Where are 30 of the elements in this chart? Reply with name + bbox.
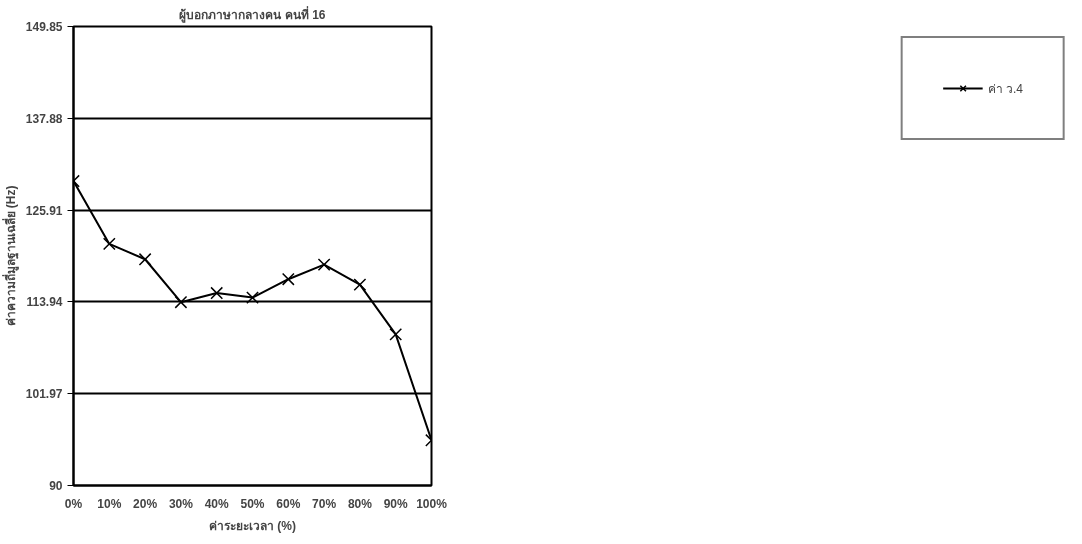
- point: [281, 272, 295, 286]
- x-tick-label: 50%: [240, 496, 265, 511]
- x-axis-title: ค่าระยะเวลา (%): [209, 518, 296, 533]
- point: [317, 258, 331, 272]
- y-tick-label: 137.88: [25, 111, 63, 126]
- x-tick-label: 10%: [97, 496, 122, 511]
- y-tick-label: 125.91: [25, 203, 63, 218]
- x-tick-label: 70%: [312, 496, 337, 511]
- point: [389, 328, 403, 341]
- point: [174, 295, 188, 309]
- y-tick-label: 149.85: [25, 20, 63, 34]
- x-tick-label: 60%: [276, 496, 301, 511]
- point: [210, 286, 224, 300]
- y-tick-label: 101.97: [25, 387, 63, 402]
- y-tick-label: 113.94: [26, 295, 63, 310]
- point: [138, 252, 152, 266]
- x-tick-label: 90%: [383, 496, 409, 511]
- x-tick-label: 100%: [416, 496, 448, 511]
- x-tick-label: 0%: [64, 496, 83, 511]
- y-axis-title: ค่าความถี่มูลฐานเฉลี่ย (Hz): [1, 185, 19, 327]
- point: [353, 278, 367, 291]
- chart-title: ผู้บอกภาษากลางคน คนที่ 16: [179, 5, 326, 23]
- legend-label: ค่า ว.4: [987, 80, 1023, 98]
- y-tick-label: 90: [49, 479, 63, 493]
- point: [102, 237, 116, 251]
- x-tick-label: 20%: [133, 496, 158, 511]
- point: [246, 291, 259, 305]
- x-tick-label: 40%: [204, 496, 230, 511]
- x-tick-label: 80%: [347, 496, 373, 511]
- x-tick-label: 30%: [168, 496, 194, 511]
